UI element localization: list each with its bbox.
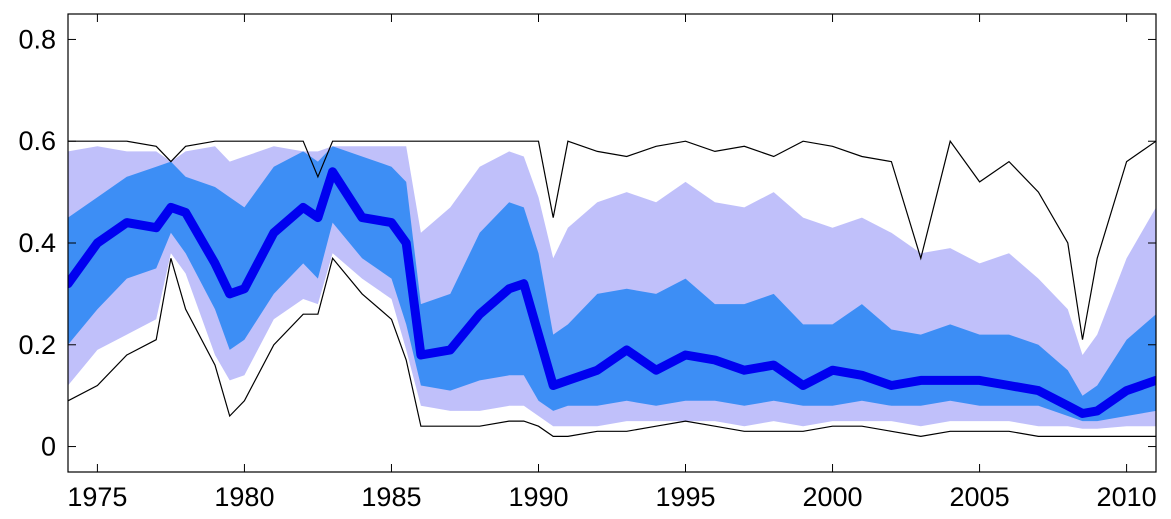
y-tick-label: 0.2 [18,330,56,360]
x-tick-label: 2005 [950,482,1010,512]
plot-area [68,139,1156,438]
max-line [68,139,1156,340]
x-tick-label: 1990 [508,482,568,512]
x-tick-label: 2000 [803,482,863,512]
y-tick-label: 0.4 [18,228,56,258]
median-line [68,167,1156,418]
x-tick-label: 1975 [67,482,127,512]
y-axis: 0 0.2 0.4 0.6 0.8 [18,24,1156,462]
x-tick-label: 1980 [214,482,274,512]
min-line [68,257,1156,438]
x-axis: 1975 1980 1985 1990 1995 2000 2005 2010 [67,14,1157,512]
x-tick-label: 1985 [361,482,421,512]
x-tick-label: 1995 [655,482,715,512]
y-tick-label: 0 [41,432,56,462]
x-tick-label: 2010 [1097,482,1157,512]
y-tick-label: 0.8 [18,24,56,54]
inner-percentile-band [68,146,1156,422]
y-tick-label: 0.6 [18,126,56,156]
